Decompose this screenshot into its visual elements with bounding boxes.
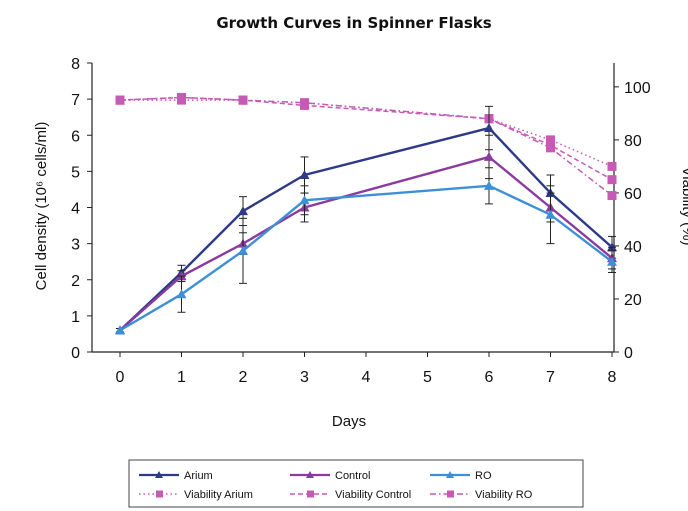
data-point — [546, 135, 555, 145]
y-right-tick-label: 40 — [624, 239, 642, 256]
y-right-tick-label: 80 — [624, 133, 642, 150]
plot-area — [115, 92, 617, 335]
x-tick-label: 4 — [362, 369, 371, 386]
y-axis-left-label: Cell density (10⁶ cells/ml) — [33, 122, 50, 291]
data-point — [176, 289, 187, 299]
data-point — [177, 92, 186, 102]
x-tick-label: 6 — [485, 369, 494, 386]
x-tick-label: 3 — [300, 369, 309, 386]
y-left-tick-label: 2 — [71, 273, 80, 290]
data-point — [607, 256, 617, 266]
legend-label: Control — [335, 470, 370, 482]
y-left-tick-label: 0 — [71, 345, 80, 362]
series-line — [119, 184, 613, 332]
legend-label: Viability Arium — [184, 489, 253, 501]
data-point — [115, 95, 125, 105]
data-point — [299, 195, 310, 205]
legend-item: Viability Arium — [139, 489, 253, 501]
legend-marker — [156, 490, 163, 498]
y-right-tick-label: 60 — [624, 186, 642, 203]
y-left-tick-label: 8 — [71, 56, 80, 73]
chart-title: Growth Curves in Spinner Flasks — [216, 14, 491, 32]
series-line — [119, 155, 613, 332]
legend-label: Arium — [184, 470, 213, 482]
y-axis-right-label: Viability (%) — [679, 167, 688, 246]
legend-label: Viability RO — [475, 489, 533, 501]
y-right-tick-label: 100 — [624, 80, 651, 97]
series-line — [119, 96, 613, 181]
y-left-tick-label: 7 — [71, 92, 80, 109]
y-left-tick-label: 3 — [71, 237, 80, 254]
legend-marker — [306, 471, 314, 478]
data-point — [484, 123, 494, 133]
legend-item: Arium — [139, 470, 213, 482]
x-tick-label: 1 — [177, 369, 186, 386]
legend-item: RO — [430, 470, 492, 482]
series-arium — [115, 105, 617, 335]
data-point — [115, 325, 125, 335]
legend: Arium Control RO Viability Arium Viability C… — [128, 459, 584, 508]
data-point — [484, 180, 494, 190]
x-tick-label: 2 — [239, 369, 248, 386]
legend-marker — [155, 471, 163, 478]
y-right-tick-label: 0 — [624, 345, 633, 362]
series-line — [120, 99, 613, 168]
data-point — [238, 206, 248, 216]
data-point — [607, 175, 617, 185]
y-left-tick-label: 4 — [71, 201, 80, 218]
data-point — [607, 161, 617, 171]
x-tick-label: 8 — [608, 369, 617, 386]
x-tick-label: 7 — [546, 369, 555, 386]
data-point — [238, 245, 248, 255]
data-point — [545, 209, 556, 219]
data-point — [299, 169, 310, 179]
y-left-tick-label: 6 — [71, 128, 80, 145]
x-axis-label: Days — [332, 413, 366, 430]
series-ro — [115, 167, 617, 335]
legend-marker — [446, 471, 454, 478]
legend-item: Viability RO — [430, 489, 533, 501]
legend-marker — [307, 490, 314, 498]
data-point — [300, 98, 309, 108]
data-point — [484, 151, 494, 161]
x-tick-label: 0 — [116, 369, 125, 386]
data-point — [607, 191, 617, 201]
legend-item: Viability Control — [290, 489, 411, 501]
legend-item: Control — [290, 470, 370, 482]
legend-marker — [447, 490, 454, 498]
x-tick-label: 5 — [423, 369, 432, 386]
legend-label: RO — [475, 470, 492, 482]
data-point — [238, 95, 248, 105]
series-control — [115, 134, 617, 335]
series-line — [119, 126, 613, 332]
y-left-tick-label: 1 — [71, 309, 80, 326]
y-left-tick-label: 5 — [71, 164, 80, 181]
data-point — [546, 143, 555, 153]
y-right-tick-label: 20 — [624, 292, 642, 309]
legend-box — [128, 459, 584, 508]
legend-label: Viability Control — [335, 489, 411, 501]
series-viability-control — [115, 92, 617, 185]
